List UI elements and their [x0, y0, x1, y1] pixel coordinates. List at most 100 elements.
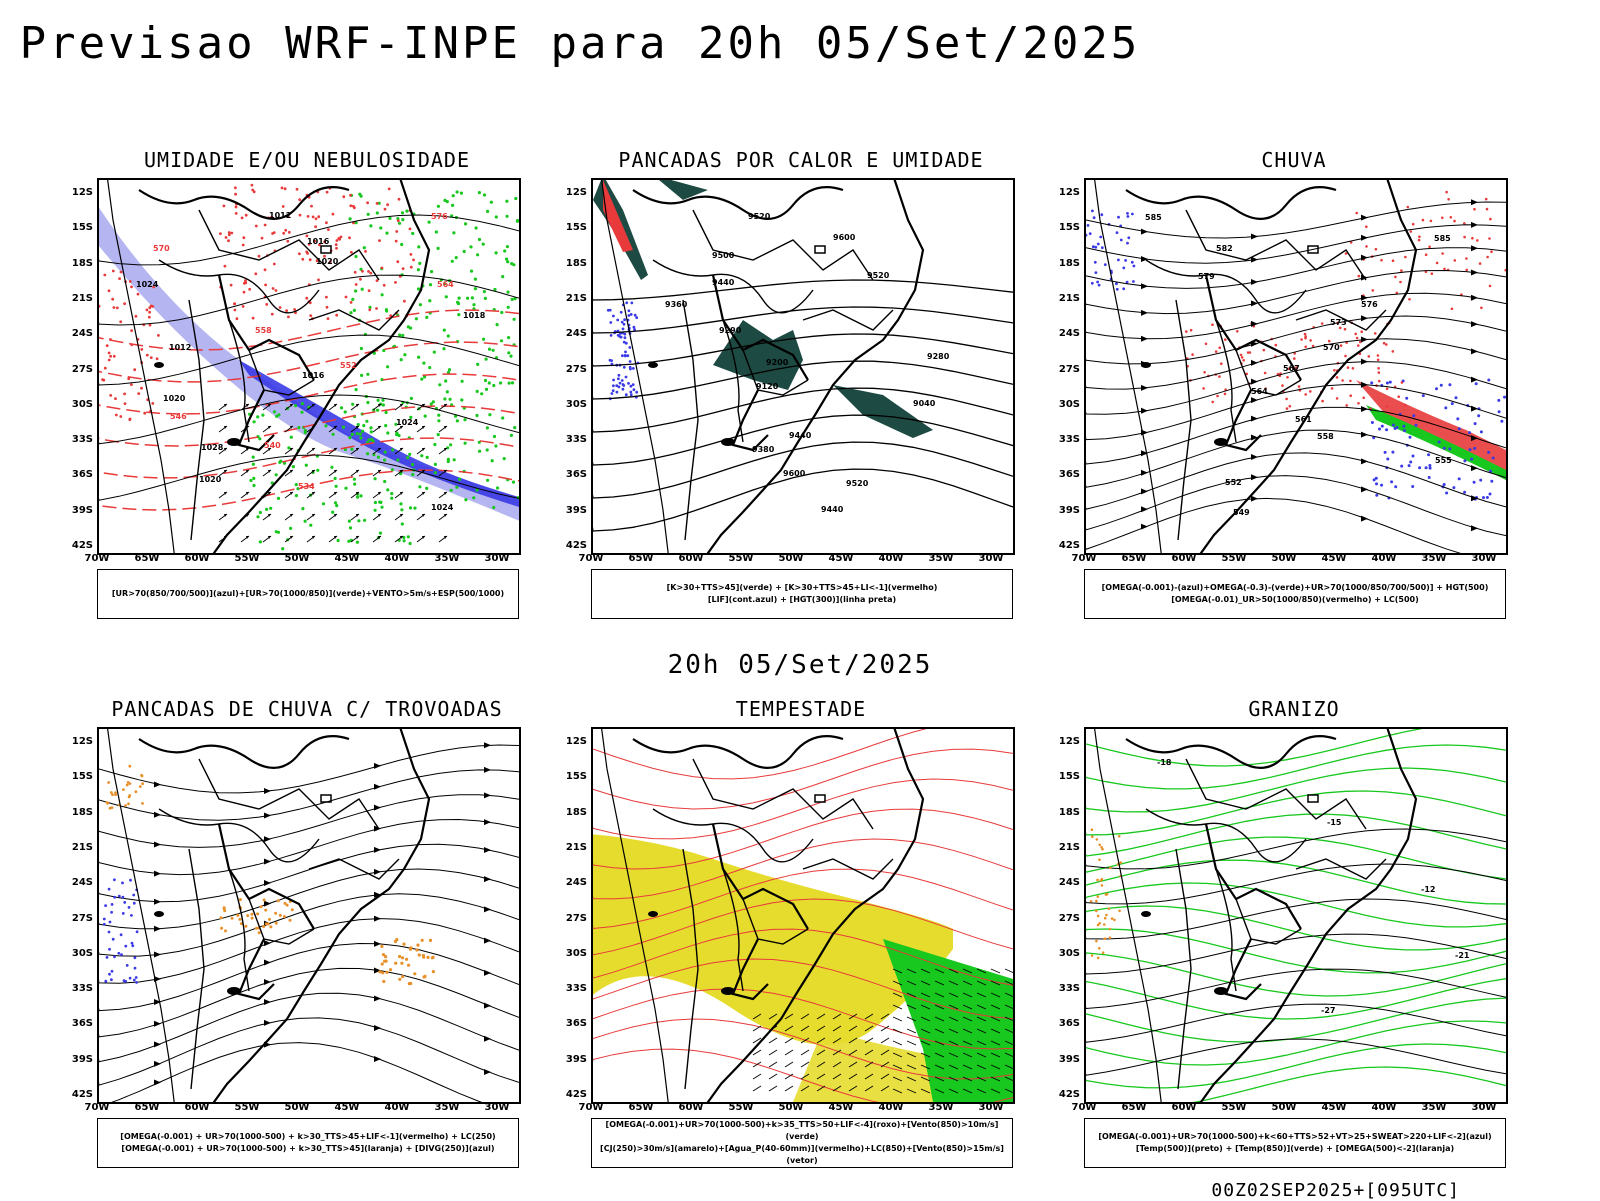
y-tick-label: 12S [1058, 736, 1080, 747]
x-tick-label: 40W [878, 553, 904, 564]
y-tick-label: 42S [71, 540, 93, 551]
x-tick-label: 45W [828, 1102, 854, 1113]
contour-label: 9440 [821, 505, 844, 514]
contour-label: 564 [437, 280, 454, 289]
y-tick-label: 24S [71, 877, 93, 889]
y-tick-label: 30S [71, 947, 93, 959]
contour-label: 9520 [867, 271, 890, 280]
map-plot: 585 585 582 579 576 573 570 567 564 561 558 555 552 5… [1086, 180, 1506, 553]
map-canvas [591, 727, 1015, 1104]
y-tick-label: 30S [565, 398, 587, 410]
x-tick-label: 70W [578, 1102, 604, 1113]
x-tick-label: 65W [628, 1102, 654, 1113]
contour-label: 561 [1295, 415, 1312, 424]
y-tick-label: 33S [1058, 983, 1080, 995]
map-plot: -18 -15 -12 -21 -27 [1086, 729, 1506, 1102]
x-tick-label: 65W [1121, 553, 1147, 564]
legend-box: [OMEGA(-0.001)+UR>70(1000-500)+k<60+TTS>… [1084, 1118, 1506, 1168]
contour-label: -27 [1321, 1006, 1335, 1015]
y-tick-label: 42S [565, 1089, 587, 1100]
legend-line: [OMEGA(-0.001)-(azul)+OMEGA(-0.3)-(verde… [1101, 583, 1489, 592]
y-tick-label: 33S [71, 983, 93, 995]
contour-label: 585 [1434, 234, 1451, 243]
map-plot [593, 729, 1013, 1102]
contour-label: 585 [1145, 213, 1162, 222]
contour-label: -18 [1157, 758, 1172, 767]
y-tick-label: 12S [565, 187, 587, 198]
x-tick-label: 45W [334, 553, 360, 564]
x-tick-label: 60W [678, 553, 704, 564]
contour-label: 9040 [913, 399, 936, 408]
y-tick-label: 21S [71, 292, 93, 304]
x-tick-label: 60W [1171, 553, 1197, 564]
x-tick-label: 70W [1071, 1102, 1097, 1113]
y-tick-label: 24S [71, 328, 93, 340]
x-tick-label: 35W [434, 1102, 460, 1113]
y-tick-label: 33S [565, 434, 587, 446]
panel-title: PANCADAS DE CHUVA C/ TROVOADAS [111, 697, 503, 721]
x-tick-label: 45W [828, 553, 854, 564]
y-tick-label: 36S [71, 469, 93, 481]
x-tick-label: 35W [1421, 553, 1447, 564]
contour-label: 1016 [307, 237, 330, 246]
legend-line: [OMEGA(-0.01)_UR>50(1000/850)(vermelho) … [1171, 595, 1419, 604]
x-tick-label: 50W [284, 1102, 310, 1113]
main-title: Previsao WRF-INPE para 20h 05/Set/2025 [19, 18, 1141, 69]
contour-label: 1016 [302, 371, 325, 380]
y-tick-label: 18S [1058, 806, 1080, 818]
x-tick-label: 55W [234, 553, 260, 564]
x-tick-label: 55W [728, 553, 754, 564]
x-tick-label: 30W [978, 553, 1004, 564]
y-tick-label: 12S [71, 187, 93, 198]
x-tick-label: 50W [284, 553, 310, 564]
contour-label: 9600 [783, 469, 806, 478]
x-tick-label: 30W [1471, 553, 1497, 564]
y-tick-label: 12S [71, 736, 93, 747]
x-tick-label: 65W [1121, 1102, 1147, 1113]
contour-label: 9600 [833, 233, 856, 242]
x-tick-label: 60W [678, 1102, 704, 1113]
contour-label: 582 [1216, 244, 1233, 253]
legend-line: [OMEGA(-0.001) + UR>70(1000-500) + k>30_… [121, 1144, 495, 1153]
x-tick-label: 70W [578, 553, 604, 564]
y-tick-label: 39S [565, 1053, 587, 1065]
x-tick-label: 60W [184, 553, 210, 564]
contour-label: 567 [1283, 364, 1300, 373]
y-tick-label: 24S [1058, 328, 1080, 340]
map-plot: 9520 9600 9500 9520 9440 9360 9290 9280 9200 9120… [593, 180, 1013, 553]
contour-label: 1012 [269, 211, 291, 220]
contour-label: 1024 [396, 418, 419, 427]
contour-label: 1028 [201, 443, 224, 452]
legend-line: [OMEGA(-0.001) + UR>70(1000-500) + k>30_… [120, 1132, 496, 1141]
y-tick-label: 27S [1058, 912, 1080, 924]
legend-line: [K>30+TTS>45](verde) + [K>30+TTS>45+LI<-… [666, 583, 938, 592]
x-tick-label: 50W [1271, 553, 1297, 564]
contour-label: 558 [1317, 432, 1334, 441]
y-tick-label: 30S [1058, 398, 1080, 410]
x-tick-label: 35W [928, 1102, 954, 1113]
panel-title: GRANIZO [1248, 697, 1340, 721]
legend-line: [Temp(500)](preto) + [Temp(850)](verde) … [1135, 1144, 1455, 1153]
y-tick-label: 39S [71, 504, 93, 516]
y-tick-label: 15S [71, 222, 93, 234]
y-tick-label: 24S [1058, 877, 1080, 889]
legend-line: [UR>70(850/700/500)](azul)+[UR>70(1000/8… [111, 589, 505, 598]
y-tick-label: 24S [565, 328, 587, 340]
x-tick-label: 70W [84, 1102, 110, 1113]
contour-label: 555 [1435, 456, 1452, 465]
map-canvas: 1012 1016 1020 1024 1018 1012 1016 1020 1024 1028… [97, 178, 521, 555]
contour-label: 1024 [136, 280, 159, 289]
contour-label: 546 [170, 412, 187, 421]
x-tick-label: 55W [1221, 553, 1247, 564]
map-canvas [97, 727, 521, 1104]
contour-label: -12 [1421, 885, 1435, 894]
x-tick-label: 40W [1371, 553, 1397, 564]
x-tick-label: 60W [184, 1102, 210, 1113]
contour-label: 576 [431, 212, 448, 221]
y-tick-label: 18S [1058, 257, 1080, 269]
contour-label: 1024 [431, 503, 454, 512]
x-tick-label: 45W [1321, 1102, 1347, 1113]
panel-title: PANCADAS POR CALOR E UMIDADE [618, 148, 984, 172]
y-tick-label: 27S [565, 912, 587, 924]
x-tick-label: 50W [778, 1102, 804, 1113]
